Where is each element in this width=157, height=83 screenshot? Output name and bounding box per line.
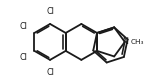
- Text: Cl: Cl: [46, 7, 54, 16]
- Text: N: N: [122, 37, 128, 46]
- Text: Cl: Cl: [46, 68, 54, 77]
- Text: Cl: Cl: [19, 53, 27, 62]
- Text: Cl: Cl: [19, 22, 27, 31]
- Text: CH₃: CH₃: [131, 39, 144, 45]
